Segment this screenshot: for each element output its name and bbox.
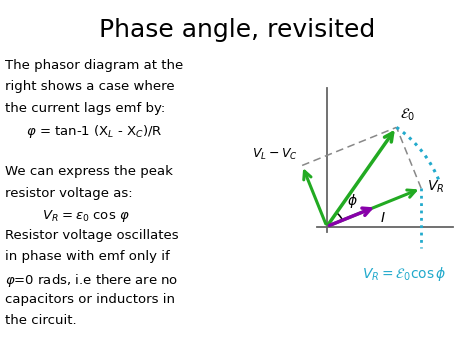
- Text: We can express the peak: We can express the peak: [5, 165, 173, 178]
- Text: $\mathcal{E}_0$: $\mathcal{E}_0$: [400, 106, 415, 122]
- Text: resistor voltage as:: resistor voltage as:: [5, 187, 132, 200]
- Text: $V_R = \mathcal{E}_0\cos\phi$: $V_R = \mathcal{E}_0\cos\phi$: [363, 266, 447, 283]
- Text: $I$: $I$: [380, 211, 386, 225]
- Text: Resistor voltage oscillates: Resistor voltage oscillates: [5, 229, 178, 242]
- Text: $\phi$: $\phi$: [347, 192, 358, 210]
- Text: in phase with emf only if: in phase with emf only if: [5, 250, 170, 263]
- Text: $V_R$: $V_R$: [427, 179, 445, 195]
- Text: capacitors or inductors in: capacitors or inductors in: [5, 293, 175, 306]
- Text: Phase angle, revisited: Phase angle, revisited: [99, 18, 375, 42]
- Text: the current lags emf by:: the current lags emf by:: [5, 102, 165, 115]
- Text: the circuit.: the circuit.: [5, 314, 76, 327]
- Text: right shows a case where: right shows a case where: [5, 80, 174, 93]
- Text: The phasor diagram at the: The phasor diagram at the: [5, 59, 183, 72]
- Text: $V_R = \varepsilon_0$ cos $\varphi$: $V_R = \varepsilon_0$ cos $\varphi$: [5, 208, 129, 224]
- Text: $V_L - V_C$: $V_L - V_C$: [252, 147, 297, 162]
- Text: $\varphi$=0 rads, i.e there are no: $\varphi$=0 rads, i.e there are no: [5, 272, 178, 289]
- Text: $\varphi$ = tan-1 (X$_L$ - X$_C$)/R: $\varphi$ = tan-1 (X$_L$ - X$_C$)/R: [5, 123, 163, 140]
